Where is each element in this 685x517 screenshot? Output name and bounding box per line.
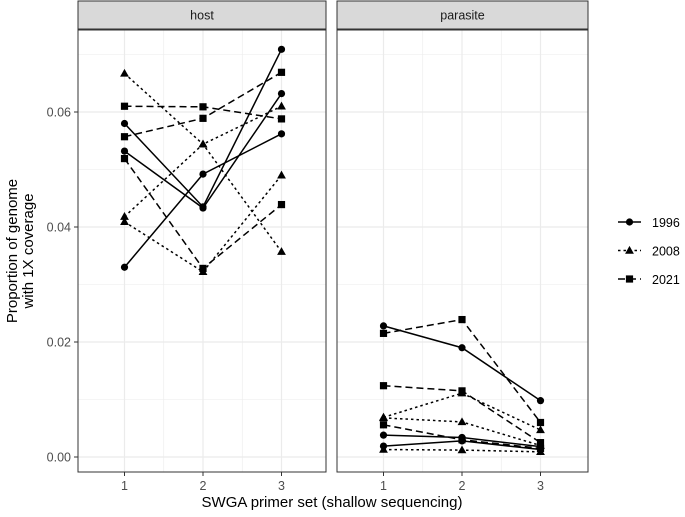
circle-marker	[277, 130, 286, 138]
square-marker	[536, 418, 545, 427]
square-marker	[379, 421, 388, 429]
circle-marker	[625, 218, 634, 226]
y-axis-title-line-1: Proportion of genome	[4, 179, 21, 323]
square-marker	[277, 115, 286, 123]
circle-marker	[120, 263, 129, 271]
y-tick-label: 0.04	[47, 221, 71, 235]
legend-item-2021: 2021	[618, 273, 680, 287]
facet-strip-label: host	[190, 9, 214, 23]
legend-item-2008: 2008	[618, 245, 680, 259]
x-tick-label: 1	[380, 479, 387, 493]
facet-strip	[336, 0, 589, 30]
triangle-marker	[277, 101, 286, 110]
square-marker	[277, 68, 286, 76]
x-tick-label: 2	[200, 479, 207, 493]
triangle-marker	[277, 247, 286, 255]
y-tick-label: 0.00	[47, 451, 71, 465]
x-tick-label: 2	[459, 479, 466, 493]
triangle-marker	[120, 217, 129, 226]
circle-marker	[536, 397, 545, 405]
triangle-marker	[120, 212, 129, 220]
square-marker	[277, 200, 286, 209]
square-marker	[120, 102, 129, 110]
x-tick-label: 3	[278, 479, 285, 493]
triangle-marker	[379, 444, 388, 453]
triangle-marker	[536, 425, 545, 434]
triangle-marker	[457, 417, 467, 426]
legend-label: 2021	[652, 273, 680, 287]
facet-strip-label: parasite	[440, 9, 485, 23]
square-marker	[379, 329, 388, 337]
square-marker	[199, 264, 207, 272]
circle-marker	[458, 344, 466, 352]
triangle-marker	[198, 139, 208, 148]
square-marker	[379, 382, 388, 390]
panel-background	[78, 30, 326, 472]
panel-border	[77, 29, 327, 473]
triangle-marker	[625, 245, 634, 254]
series-line-2008	[383, 392, 541, 431]
circle-marker	[120, 119, 129, 128]
legend-label: 2008	[652, 245, 680, 259]
circle-marker	[120, 147, 129, 155]
y-tick-label: 0.06	[47, 106, 71, 120]
square-marker	[120, 154, 129, 163]
circle-marker	[277, 90, 286, 98]
square-marker	[199, 114, 207, 122]
x-axis-title: SWGA primer set (shallow sequencing)	[202, 494, 463, 511]
y-axis-title-line-2: with 1X coverage	[20, 193, 37, 309]
legend-label: 1996	[652, 216, 680, 230]
square-marker	[536, 444, 545, 452]
square-marker	[458, 436, 466, 444]
square-marker	[536, 439, 545, 447]
square-marker	[199, 103, 207, 111]
facet-panel-host: host 1 2 3	[77, 0, 327, 493]
square-marker	[625, 275, 634, 283]
facet-strip	[77, 0, 327, 30]
facet-panel-parasite: parasite 1 2 3	[336, 0, 589, 493]
circle-marker	[379, 431, 388, 439]
triangle-marker	[457, 445, 467, 454]
legend: 1996 2008 2021	[618, 216, 680, 287]
circle-marker	[277, 45, 286, 53]
legend-item-1996: 1996	[618, 216, 680, 230]
x-tick-label: 1	[121, 479, 128, 493]
triangle-marker	[277, 170, 286, 179]
circle-marker	[379, 322, 388, 330]
series-line-2008	[124, 174, 283, 273]
square-marker	[458, 387, 466, 395]
circle-marker	[199, 204, 207, 212]
square-marker	[458, 315, 466, 324]
x-tick-label: 3	[537, 479, 544, 493]
triangle-marker	[120, 68, 129, 77]
y-tick-label: 0.02	[47, 336, 71, 350]
triangle-marker	[379, 413, 388, 422]
square-marker	[120, 133, 129, 141]
circle-marker	[199, 170, 207, 178]
